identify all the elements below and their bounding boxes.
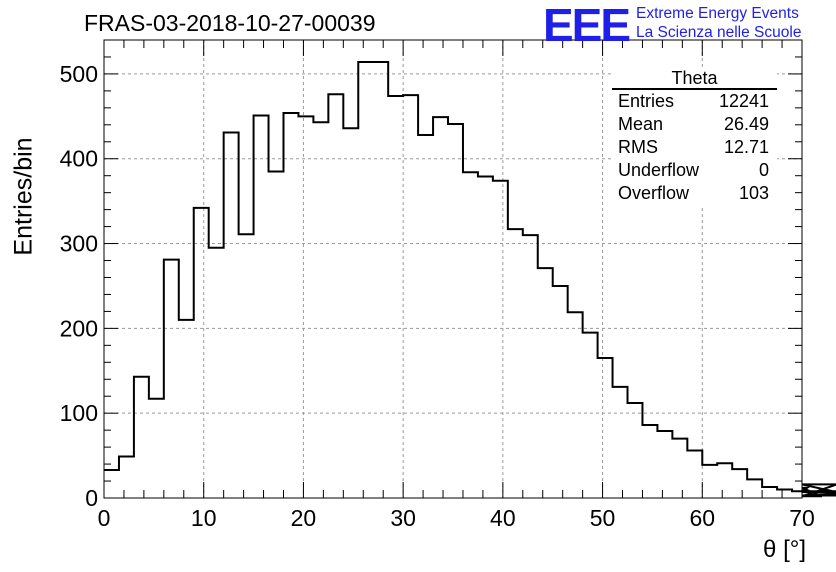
stats-value: 103 <box>738 183 769 203</box>
stats-value: 26.49 <box>723 114 769 134</box>
axis-ticks <box>103 39 803 499</box>
stats-label: Entries <box>618 91 675 111</box>
logo-caption: Extreme Energy Events La Scienza nelle S… <box>636 4 801 42</box>
stats-row-overflow: Overflow 103 <box>612 182 777 205</box>
stats-title: Theta <box>612 68 777 90</box>
plot-title: FRAS-03-2018-10-27-00039 <box>84 10 376 36</box>
stats-row-mean: Mean 26.49 <box>612 113 777 136</box>
logo-line-2: La Scienza nelle Scuole <box>636 24 802 41</box>
y-tick-label: 300 <box>60 231 98 257</box>
stats-label: Overflow <box>618 183 690 203</box>
x-axis-label: θ [°] <box>763 536 806 563</box>
stats-row-entries: Entries 12241 <box>612 90 777 113</box>
y-axis-label: Entries/bin <box>9 137 38 256</box>
y-tick-label: 0 <box>85 485 98 511</box>
plot-frame <box>103 39 803 499</box>
y-tick-label: 200 <box>60 315 98 341</box>
stats-row-rms: RMS 12.71 <box>612 136 777 159</box>
stats-label: RMS <box>618 137 658 157</box>
y-tick-label: 500 <box>60 61 98 87</box>
stats-box: Theta Entries 12241 Mean 26.49 RMS 12.71 Un… <box>612 68 777 205</box>
stats-row-underflow: Underflow 0 <box>612 159 777 182</box>
stats-value: 0 <box>758 160 769 180</box>
stats-label: Mean <box>618 114 664 134</box>
x-tick-label: 60 <box>689 505 715 531</box>
y-tick-label: 100 <box>60 400 98 426</box>
x-tick-label: 20 <box>291 505 317 531</box>
histogram-line <box>104 61 836 498</box>
x-tick-label: 10 <box>191 505 217 531</box>
x-tick-labels: 0 10 20 30 40 50 60 70 <box>98 505 815 531</box>
stats-value: 12241 <box>718 91 769 111</box>
y-tick-label: 400 <box>60 146 98 172</box>
x-tick-label: 0 <box>98 505 111 531</box>
stats-value: 12.71 <box>723 137 769 157</box>
x-tick-label: 30 <box>390 505 416 531</box>
stats-label: Underflow <box>618 160 700 180</box>
y-tick-labels: 0 100 200 300 400 500 <box>60 61 98 511</box>
x-tick-label: 40 <box>490 505 516 531</box>
logo-line-1: Extreme Energy Events <box>636 5 799 22</box>
grid-lines <box>104 40 802 498</box>
x-tick-label: 50 <box>590 505 616 531</box>
eee-logo: EEE <box>543 0 631 51</box>
x-tick-label: 70 <box>789 505 815 531</box>
